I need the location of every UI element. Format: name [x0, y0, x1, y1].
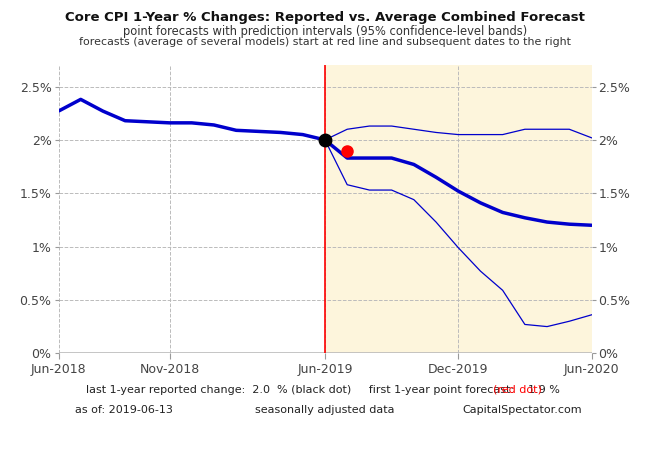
Text: Core CPI 1-Year % Changes: Reported vs. Average Combined Forecast: Core CPI 1-Year % Changes: Reported vs. …	[65, 11, 585, 24]
Text: seasonally adjusted data: seasonally adjusted data	[255, 405, 395, 415]
Text: CapitalSpectator.com: CapitalSpectator.com	[462, 405, 582, 415]
Text: (red dot): (red dot)	[493, 385, 541, 395]
Text: forecasts (average of several models) start at red line and subsequent dates to : forecasts (average of several models) st…	[79, 37, 571, 47]
Text: last 1-year reported change:  2.0  % (black dot)     first 1-year point forecast: last 1-year reported change: 2.0 % (blac…	[62, 385, 588, 395]
Bar	[325, 65, 592, 353]
Text: as of: 2019-06-13: as of: 2019-06-13	[75, 405, 173, 415]
Text: last 1-year reported change:  2.0  % (black dot)     first 1-year point forecast: last 1-year reported change: 2.0 % (blac…	[86, 385, 564, 395]
Text: point forecasts with prediction intervals (95% confidence-level bands): point forecasts with prediction interval…	[123, 25, 527, 38]
